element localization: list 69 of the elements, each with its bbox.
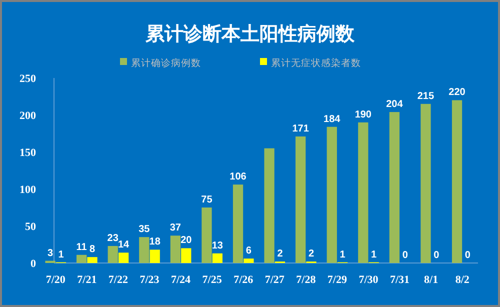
x-tick-label: 7/24	[171, 274, 192, 286]
x-tick-label: 7/21	[77, 274, 97, 286]
data-label: 2	[308, 248, 314, 260]
data-label: 190	[354, 109, 372, 120]
data-label: 20	[180, 235, 192, 246]
bar	[358, 122, 368, 263]
legend-label: 累计确诊病例数	[131, 57, 201, 69]
x-tick-label: 7/23	[140, 274, 160, 286]
data-label: 23	[107, 232, 119, 244]
x-tick-label: 7/30	[358, 274, 379, 286]
x-tick-label: 8/1	[424, 274, 438, 286]
bar	[139, 237, 150, 263]
bar	[150, 250, 160, 263]
data-label: 11	[76, 242, 88, 253]
data-label: 215	[417, 90, 435, 102]
y-tick-label: 50	[25, 221, 36, 233]
bar	[87, 257, 98, 263]
bar	[212, 253, 222, 263]
x-tick-label: 7/20	[46, 274, 66, 286]
bar	[264, 148, 274, 263]
data-label: 204	[386, 99, 404, 110]
bar	[296, 136, 306, 263]
bar	[108, 246, 118, 263]
y-tick-label: 100	[20, 184, 36, 196]
data-label: 1	[371, 249, 378, 260]
chart-title: 累计诊断本土阳性病例数	[144, 23, 356, 45]
data-label: 18	[149, 236, 161, 248]
x-tick-label: 7/25	[202, 274, 222, 286]
data-label: 171	[292, 123, 310, 134]
data-label: 1	[58, 249, 64, 260]
y-tick-label: 0	[30, 258, 36, 270]
x-tick-label: 7/26	[234, 274, 254, 286]
data-label: 35	[138, 224, 150, 236]
legend-label: 累计无症状感染者数	[271, 57, 361, 69]
bar	[232, 184, 244, 263]
y-tick-label: 200	[20, 110, 36, 122]
y-tick-label: 250	[20, 73, 36, 85]
bar	[420, 104, 431, 263]
bar	[326, 126, 337, 263]
data-label: 184	[324, 114, 341, 125]
data-label: 14	[118, 240, 130, 251]
x-tick-label: 8/2	[455, 274, 470, 286]
x-tick-label: 7/22	[108, 274, 128, 286]
bar	[170, 236, 181, 263]
data-label: 0	[464, 250, 471, 261]
data-label: 6	[246, 246, 252, 257]
data-label: 37	[170, 222, 182, 234]
data-label: 75	[201, 194, 213, 206]
bar	[452, 100, 462, 263]
y-tick-label: 150	[20, 147, 36, 159]
x-tick-label: 7/31	[390, 274, 410, 286]
bar	[244, 258, 254, 263]
data-label: 0	[434, 250, 440, 261]
bar	[389, 112, 400, 263]
data-label: 1	[340, 249, 346, 260]
x-tick-label: 7/27	[264, 274, 285, 286]
data-label: 8	[89, 244, 96, 256]
data-label: 106	[230, 172, 247, 183]
bar	[202, 208, 212, 263]
bar	[118, 252, 129, 263]
data-label: 13	[212, 240, 224, 252]
data-label: 2	[277, 248, 284, 260]
bar	[181, 248, 192, 263]
data-label: 0	[402, 250, 408, 261]
data-label: 3	[48, 248, 54, 259]
x-tick-label: 7/29	[327, 274, 348, 286]
data-label: 220	[448, 87, 466, 98]
bar	[76, 254, 87, 263]
x-tick-label: 7/28	[296, 274, 316, 286]
